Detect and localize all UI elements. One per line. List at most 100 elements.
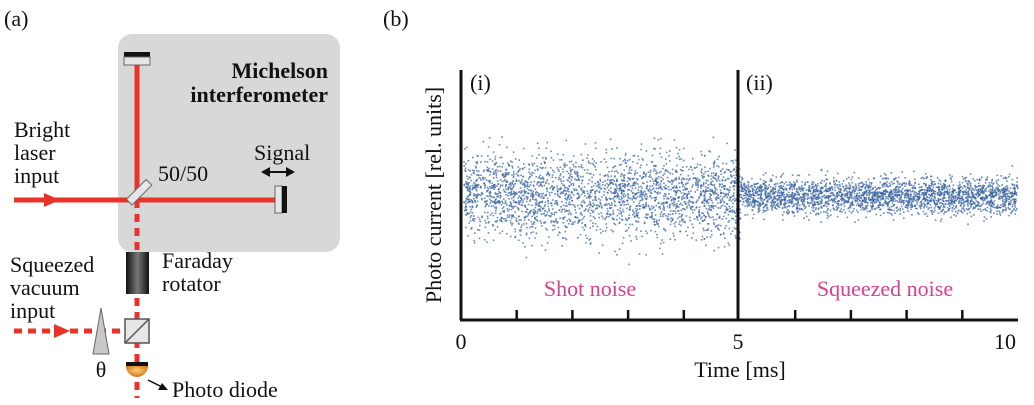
scatter-point [985,203,987,205]
scatter-point [854,199,856,202]
scatter-point [530,232,532,234]
scatter-point [613,199,616,202]
scatter-point [647,213,649,216]
scatter-point [855,195,858,198]
scatter-point [466,195,469,198]
scatter-point [760,188,763,191]
scatter-point [614,188,617,190]
scatter-point [910,206,912,208]
scatter-point [748,185,750,188]
scatter-point [840,204,843,207]
scatter-point [705,207,708,210]
scatter-point [739,186,741,188]
scatter-point [784,203,786,205]
scatter-point [525,200,528,203]
scatter-point [546,211,549,214]
scatter-point [780,196,782,199]
scatter-point [684,193,687,195]
scatter-point [641,177,643,180]
scatter-point [1006,192,1008,195]
scatter-point [848,210,851,213]
scatter-point [994,189,997,191]
scatter-point [597,185,600,187]
scatter-point [878,195,881,197]
scatter-point [983,185,986,187]
scatter-point [950,180,953,183]
scatter-point [608,179,611,182]
scatter-point [649,174,651,176]
scatter-point [997,204,999,206]
scatter-point [589,203,592,206]
scatter-point [953,199,956,202]
scatter-point [958,194,960,196]
scatter-point [953,189,955,191]
scatter-point [571,223,573,226]
scatter-point [556,185,558,188]
scatter-point [1009,187,1012,190]
scatter-point [506,180,508,183]
scatter-point [911,190,914,193]
scatter-point [525,185,528,187]
scatter-point [504,191,507,193]
scatter-point [875,207,878,209]
scatter-point [752,206,754,208]
scatter-point [651,215,653,218]
scatter-point [663,192,666,195]
scatter-point [646,163,648,166]
scatter-point [540,193,543,195]
scatter-point [895,177,897,179]
scatter-point [908,180,911,182]
scatter-point [577,172,579,174]
scatter-point [744,214,746,216]
scatter-point [746,187,749,189]
scatter-point [464,167,467,170]
scatter-point [518,229,521,232]
scatter-point [482,170,485,173]
scatter-point [634,172,636,174]
scatter-point [907,203,910,206]
scatter-point [559,193,562,195]
scatter-point [760,184,762,187]
scatter-point [891,199,894,201]
scatter-point [891,193,893,195]
scatter-point [469,188,471,190]
scatter-point [686,195,688,198]
scatter-point [665,201,668,203]
scatter-point [892,219,895,221]
scatter-point [473,220,475,222]
scatter-point [479,186,482,188]
scatter-point [881,203,883,206]
scatter-point [681,177,684,180]
scatter-point [728,211,731,213]
scatter-point [721,186,723,189]
scatter-point [592,205,594,208]
scatter-point [469,216,472,219]
scatter-point [698,197,700,200]
scatter-point [599,178,601,181]
scatter-point [651,214,653,216]
scatter-point [782,172,784,175]
scatter-point [500,156,503,159]
scatter-point [826,212,829,215]
scatter-point [751,189,754,192]
scatter-point [969,206,972,208]
scatter-point [948,208,950,210]
scatter-point [698,209,700,211]
scatter-point [719,199,722,201]
scatter-point [872,198,874,200]
scatter-point [798,194,800,196]
scatter-point [662,167,664,170]
scatter-point [895,189,897,191]
scatter-point [629,179,631,181]
scatter-point [851,203,853,205]
scatter-point [553,224,556,227]
scatter-point [540,184,543,186]
scatter-point [718,165,720,168]
scatter-point [879,197,882,199]
scatter-point [630,190,633,192]
scatter-point [830,198,833,200]
scatter-point [676,190,679,192]
scatter-point [487,232,490,234]
scatter-point [738,168,741,170]
scatter-point [538,202,540,204]
